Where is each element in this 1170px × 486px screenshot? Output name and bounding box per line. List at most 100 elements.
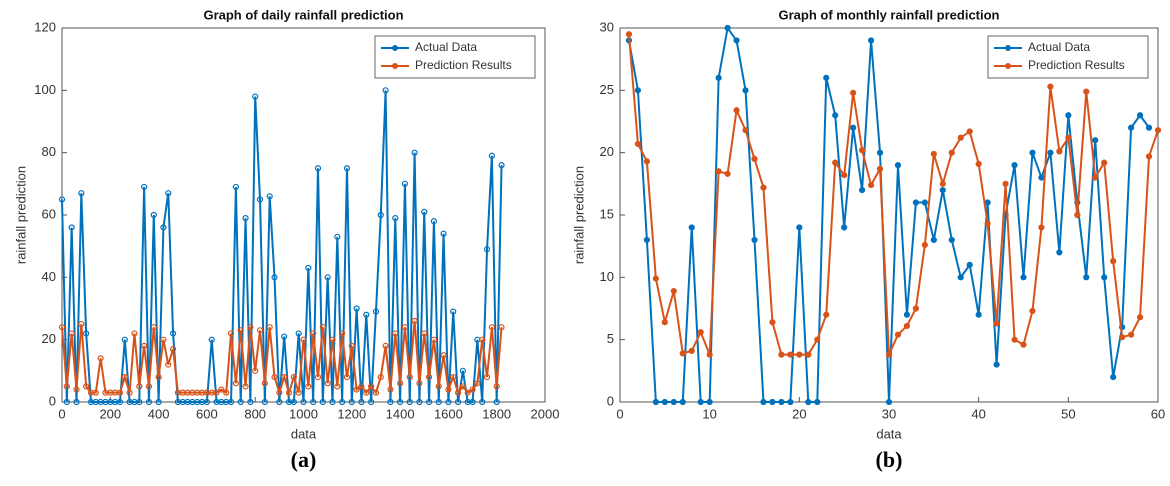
y-tick-label: 15 xyxy=(600,206,614,221)
data-point xyxy=(975,160,982,167)
data-point xyxy=(343,165,351,172)
data-point xyxy=(1065,112,1072,119)
chart-title: Graph of daily rainfall prediction xyxy=(203,7,403,22)
data-point xyxy=(445,398,452,406)
data-point xyxy=(68,330,75,337)
data-point xyxy=(358,383,365,390)
data-point xyxy=(305,264,312,272)
data-point xyxy=(116,389,124,396)
data-point xyxy=(488,324,495,331)
data-point xyxy=(256,327,264,334)
data-point xyxy=(454,398,462,406)
data-point xyxy=(348,398,355,406)
legend-marker xyxy=(1005,63,1011,69)
data-point xyxy=(894,162,902,169)
data-point xyxy=(58,196,66,203)
data-point xyxy=(232,183,239,191)
data-point xyxy=(295,330,302,337)
data-point xyxy=(387,398,394,406)
y-tick-label: 100 xyxy=(34,82,56,97)
data-point xyxy=(339,398,346,406)
data-point xyxy=(213,389,220,396)
data-point xyxy=(903,322,911,330)
data-point xyxy=(1154,127,1162,134)
data-point xyxy=(401,324,409,331)
data-point xyxy=(733,37,740,44)
legend-label: Actual Data xyxy=(1028,40,1090,54)
data-point xyxy=(733,107,740,114)
data-point xyxy=(885,398,893,406)
x-tick-label: 1000 xyxy=(289,406,318,421)
data-point xyxy=(343,373,351,381)
data-point xyxy=(1083,88,1090,95)
data-point xyxy=(814,336,821,343)
data-point xyxy=(372,389,380,396)
y-tick-label: 80 xyxy=(42,144,56,159)
data-point xyxy=(281,373,288,381)
data-point xyxy=(459,383,466,390)
data-point xyxy=(310,398,317,406)
data-point xyxy=(406,398,413,406)
data-point xyxy=(329,336,336,343)
data-point xyxy=(406,373,413,381)
data-point xyxy=(464,389,471,396)
data-point xyxy=(261,380,268,387)
data-point xyxy=(141,183,148,191)
data-point xyxy=(160,224,167,231)
data-point xyxy=(1029,149,1036,156)
data-point xyxy=(1145,124,1153,131)
data-point xyxy=(218,386,225,393)
data-point xyxy=(483,246,491,253)
data-point xyxy=(310,330,317,337)
data-point xyxy=(368,398,375,406)
y-tick-label: 30 xyxy=(600,19,614,34)
y-tick-label: 20 xyxy=(42,331,56,346)
data-point xyxy=(421,330,428,337)
series-line xyxy=(61,320,503,397)
data-point xyxy=(479,336,486,343)
data-point xyxy=(930,150,937,158)
data-point xyxy=(498,324,505,331)
data-point xyxy=(145,398,153,406)
data-point xyxy=(483,373,491,381)
data-point xyxy=(155,373,162,381)
data-point xyxy=(421,208,428,215)
data-point xyxy=(266,324,273,331)
y-tick-label: 40 xyxy=(42,269,56,284)
data-point xyxy=(334,383,341,390)
legend-marker xyxy=(392,63,398,69)
legend-label: Prediction Results xyxy=(415,58,512,72)
legend-label: Actual Data xyxy=(415,40,477,54)
data-point xyxy=(1029,307,1036,315)
x-tick-label: 10 xyxy=(702,406,716,421)
data-point xyxy=(97,355,104,362)
data-point xyxy=(1020,274,1027,281)
data-point xyxy=(1136,314,1144,321)
data-point xyxy=(353,386,360,393)
y-tick-label: 120 xyxy=(34,19,56,34)
data-point xyxy=(479,398,486,406)
x-tick-label: 1800 xyxy=(482,406,511,421)
data-point xyxy=(425,373,433,381)
data-point xyxy=(324,380,331,387)
data-point xyxy=(742,127,749,134)
data-point xyxy=(252,367,259,374)
data-point xyxy=(131,330,138,337)
data-point xyxy=(425,398,433,406)
data-point xyxy=(493,383,500,390)
x-tick-label: 20 xyxy=(792,406,806,421)
x-axis-label: data xyxy=(876,426,902,441)
data-point xyxy=(295,389,302,396)
data-point xyxy=(208,336,215,343)
caption: (b) xyxy=(876,447,903,472)
caption: (a) xyxy=(291,447,317,472)
data-point xyxy=(445,386,452,393)
data-point xyxy=(261,398,268,406)
data-point xyxy=(760,398,767,406)
data-point xyxy=(1074,211,1081,219)
y-axis-label: rainfall prediction xyxy=(13,166,28,264)
data-point xyxy=(430,218,438,225)
data-point xyxy=(1011,336,1018,343)
data-point xyxy=(787,398,794,406)
data-point xyxy=(416,398,423,406)
